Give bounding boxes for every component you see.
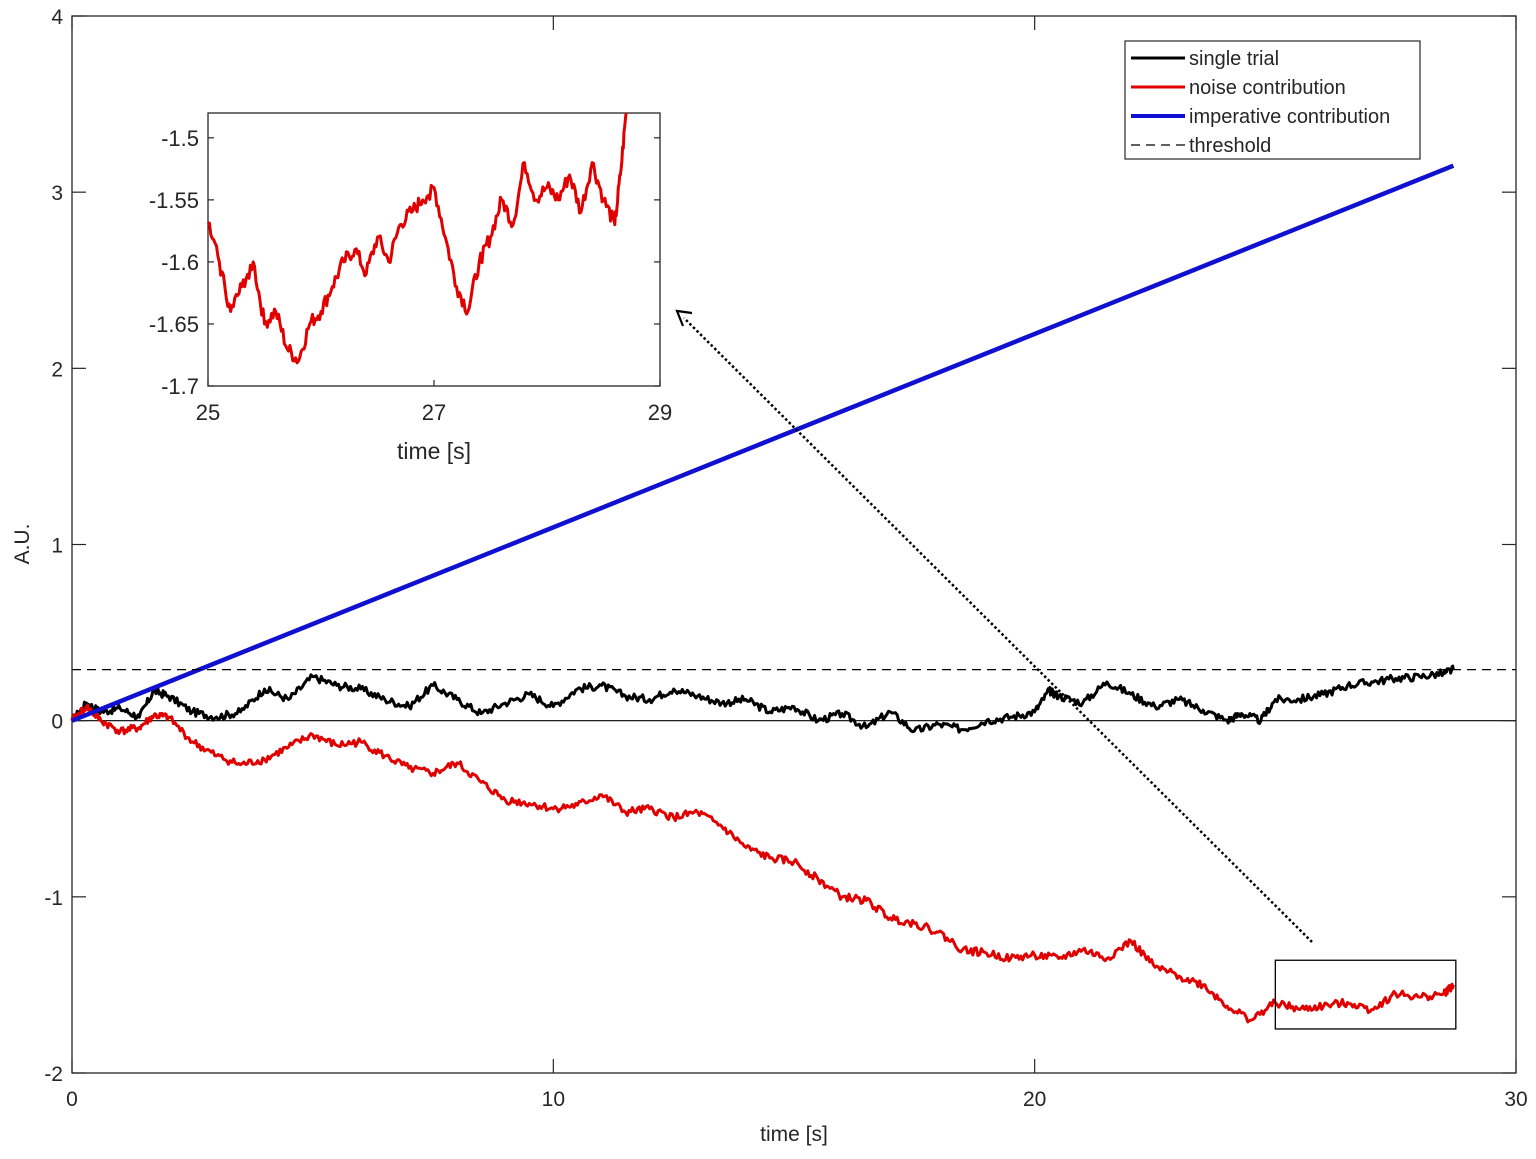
inset-axes: 25 27 29 -1.7 -1.65 -1.6 -1.55 -1.5 time [s] <box>149 112 672 464</box>
inset-plot-frame <box>207 112 661 387</box>
inset-series <box>206 112 628 365</box>
main-y-tick-label: -1 <box>44 887 63 910</box>
inset-x-tick-label: 29 <box>648 400 672 425</box>
legend-label: single trial <box>1189 48 1279 70</box>
series-single-trial <box>70 664 1455 734</box>
legend-entries: single trial noise contribution imperative… <box>1131 48 1390 157</box>
legend-box <box>1124 40 1421 160</box>
legend-label: threshold <box>1189 135 1271 157</box>
inset-x-tick-label: 27 <box>422 400 446 425</box>
main-x-tick-label: 30 <box>1504 1088 1527 1111</box>
main-x-tick-label: 20 <box>1023 1088 1046 1111</box>
inset-y-tick-label: -1.6 <box>161 250 199 275</box>
legend-label: imperative contribution <box>1189 106 1390 128</box>
zoom-arrow <box>675 309 1313 943</box>
main-y-tick-label: 4 <box>51 6 63 29</box>
main-y-axis-label: A.U. <box>11 524 34 565</box>
main-y-tick-label: 2 <box>51 358 63 381</box>
legend-label: noise contribution <box>1189 77 1346 99</box>
legend-entry-single-trial: single trial <box>1131 48 1279 70</box>
main-ticks: 0 10 20 30 -2 -1 0 1 2 3 4 <box>44 6 1527 1111</box>
zoom-highlight-box <box>1274 959 1457 1030</box>
inset-ticks: 25 27 29 -1.7 -1.65 -1.6 -1.55 -1.5 <box>149 126 672 425</box>
main-x-tick-label: 0 <box>66 1088 78 1111</box>
zoom-arrow-head <box>675 309 693 327</box>
main-y-tick-label: 0 <box>51 711 63 734</box>
inset-y-tick-label: -1.55 <box>149 188 199 213</box>
series-imperative-contribution <box>71 163 1455 723</box>
inset-y-tick-label: -1.7 <box>161 374 199 399</box>
legend: single trial noise contribution imperative… <box>1124 40 1421 160</box>
inset-y-tick-label: -1.5 <box>161 126 199 151</box>
main-x-axis-label: time [s] <box>760 1123 828 1146</box>
legend-entry-threshold: threshold <box>1131 135 1271 157</box>
series-noise-contribution <box>70 703 1455 1024</box>
main-y-tick-label: 3 <box>51 182 63 205</box>
main-y-tick-label: 1 <box>51 535 63 558</box>
main-series <box>70 163 1516 1024</box>
inset-y-tick-label: -1.65 <box>149 312 199 337</box>
legend-entry-noise-contribution: noise contribution <box>1131 77 1346 99</box>
inset-series-noise-contribution <box>206 112 628 365</box>
inset-x-axis-label: time [s] <box>397 438 471 464</box>
main-x-tick-label: 10 <box>542 1088 565 1111</box>
main-y-tick-label: -2 <box>44 1063 63 1086</box>
legend-entry-imperative-contribution: imperative contribution <box>1131 106 1390 128</box>
inset-x-tick-label: 25 <box>196 400 220 425</box>
